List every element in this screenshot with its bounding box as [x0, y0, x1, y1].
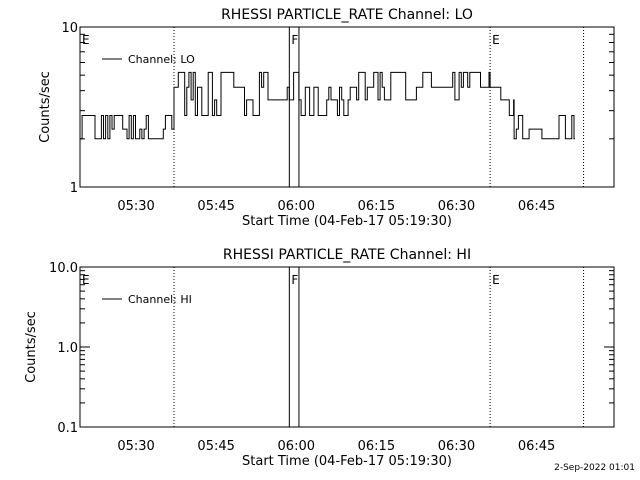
legend-label: Channel: HI	[128, 293, 192, 306]
event-marker-label: E	[492, 33, 500, 47]
x-tick-label: 06:00	[278, 439, 315, 454]
x-tick-label: 05:30	[117, 199, 154, 214]
legend-label: Channel: LO	[128, 53, 195, 66]
x-tick-label: 06:30	[438, 199, 475, 214]
plot-frame	[79, 266, 615, 428]
event-marker-label: F	[291, 33, 298, 47]
chart-title: RHESSI PARTICLE_RATE Channel: LO	[221, 7, 473, 23]
y-tick-label: 1.0	[57, 341, 78, 356]
y-axis-label: Counts/sec	[24, 311, 39, 383]
y-axis-label: Counts/sec	[38, 71, 53, 143]
series-line	[80, 71, 575, 140]
generated-timestamp: 2-Sep-2022 01:01	[554, 463, 635, 473]
x-tick-label: 06:30	[438, 439, 475, 454]
event-marker-label: F	[291, 273, 298, 287]
y-tick-label: 0.1	[57, 421, 78, 436]
x-tick-label: 06:15	[358, 199, 395, 214]
y-tick-label: 10	[61, 21, 78, 36]
plot-frame	[79, 26, 615, 188]
event-marker-label: E	[492, 273, 500, 287]
y-tick-label: 10.0	[49, 261, 78, 276]
x-tick-label: 06:15	[358, 439, 395, 454]
x-tick-label: 06:45	[518, 439, 555, 454]
event-marker-label: E	[82, 33, 90, 47]
x-axis-label: Start Time (04-Feb-17 05:19:30)	[242, 214, 452, 229]
x-tick-label: 05:45	[197, 439, 234, 454]
x-tick-label: 06:45	[518, 199, 555, 214]
x-tick-label: 06:00	[278, 199, 315, 214]
x-tick-label: 05:45	[197, 199, 234, 214]
chart-title: RHESSI PARTICLE_RATE Channel: HI	[223, 247, 471, 263]
x-tick-label: 05:30	[117, 439, 154, 454]
x-axis-label: Start Time (04-Feb-17 05:19:30)	[242, 454, 452, 469]
y-tick-label: 1	[70, 181, 78, 196]
event-marker-label: E	[82, 273, 90, 287]
